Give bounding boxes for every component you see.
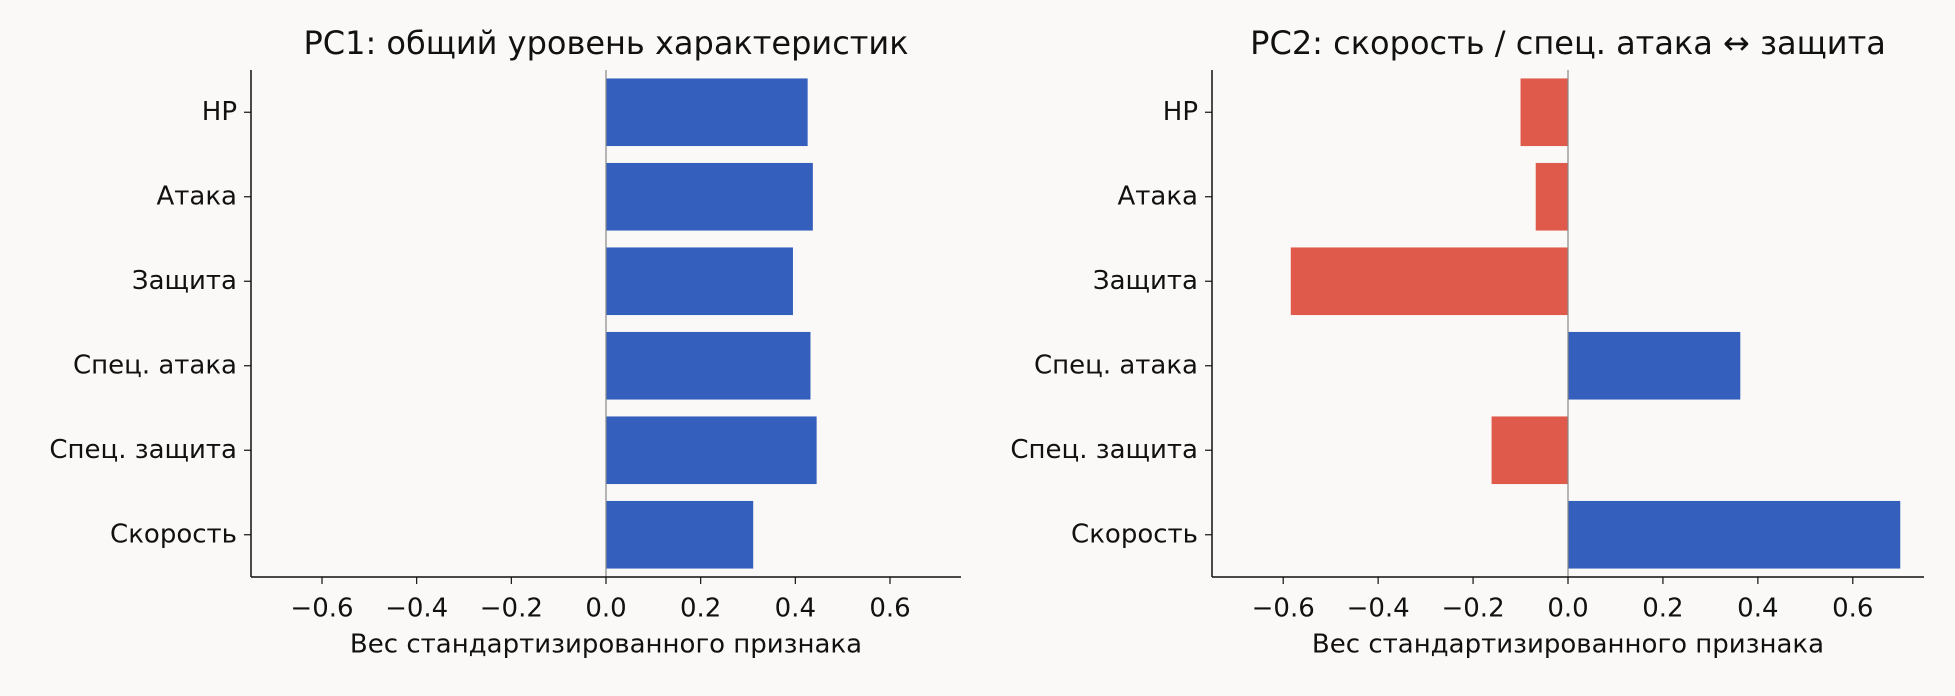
x-tick-label: 0.0: [1547, 594, 1588, 624]
chart-title: PC1: общий уровень характеристик: [303, 24, 908, 62]
y-tick-label: Спец. защита: [49, 435, 237, 465]
bar: [606, 78, 808, 147]
x-tick-label: 0.2: [1642, 594, 1683, 624]
x-tick-label: 0.6: [869, 594, 910, 624]
y-tick-label: Защита: [1093, 266, 1198, 296]
x-tick-label: 0.2: [680, 594, 721, 624]
y-tick-label: Атака: [1117, 181, 1198, 211]
bar: [1535, 162, 1568, 231]
y-tick-label: Скорость: [110, 519, 237, 549]
x-tick-label: 0.6: [1832, 594, 1873, 624]
y-tick-label: HP: [202, 97, 237, 127]
x-axis-label: Вес стандартизированного признака: [350, 630, 862, 660]
x-tick-label: −0.6: [1252, 594, 1315, 624]
bar: [1491, 416, 1568, 485]
bar: [1290, 247, 1568, 316]
x-tick-label: −0.4: [385, 594, 448, 624]
bar: [606, 331, 811, 400]
y-tick-label: Спец. атака: [1034, 350, 1198, 380]
x-tick-label: −0.4: [1347, 594, 1410, 624]
x-axis-label: Вес стандартизированного признака: [1312, 630, 1824, 660]
bar: [606, 162, 813, 231]
x-tick-label: 0.4: [775, 594, 816, 624]
y-tick-label: Атака: [156, 181, 237, 211]
x-tick-label: 0.4: [1737, 594, 1778, 624]
y-tick-label: Спец. атака: [73, 350, 237, 380]
bar: [1568, 500, 1901, 569]
y-tick-label: Защита: [132, 266, 237, 296]
y-tick-label: Спец. защита: [1010, 435, 1198, 465]
x-tick-label: −0.6: [290, 594, 353, 624]
bar: [606, 416, 817, 485]
y-tick-label: HP: [1163, 97, 1198, 127]
y-tick-label: Скорость: [1071, 519, 1198, 549]
bar: [606, 500, 754, 569]
x-tick-label: −0.2: [1441, 594, 1504, 624]
chart-title: PC2: скорость / спец. атака ↔ защита: [1250, 24, 1886, 62]
bar: [606, 247, 793, 316]
x-tick-label: 0.0: [585, 594, 626, 624]
x-tick-label: −0.2: [480, 594, 543, 624]
bar: [1568, 331, 1741, 400]
bar: [1520, 78, 1568, 147]
